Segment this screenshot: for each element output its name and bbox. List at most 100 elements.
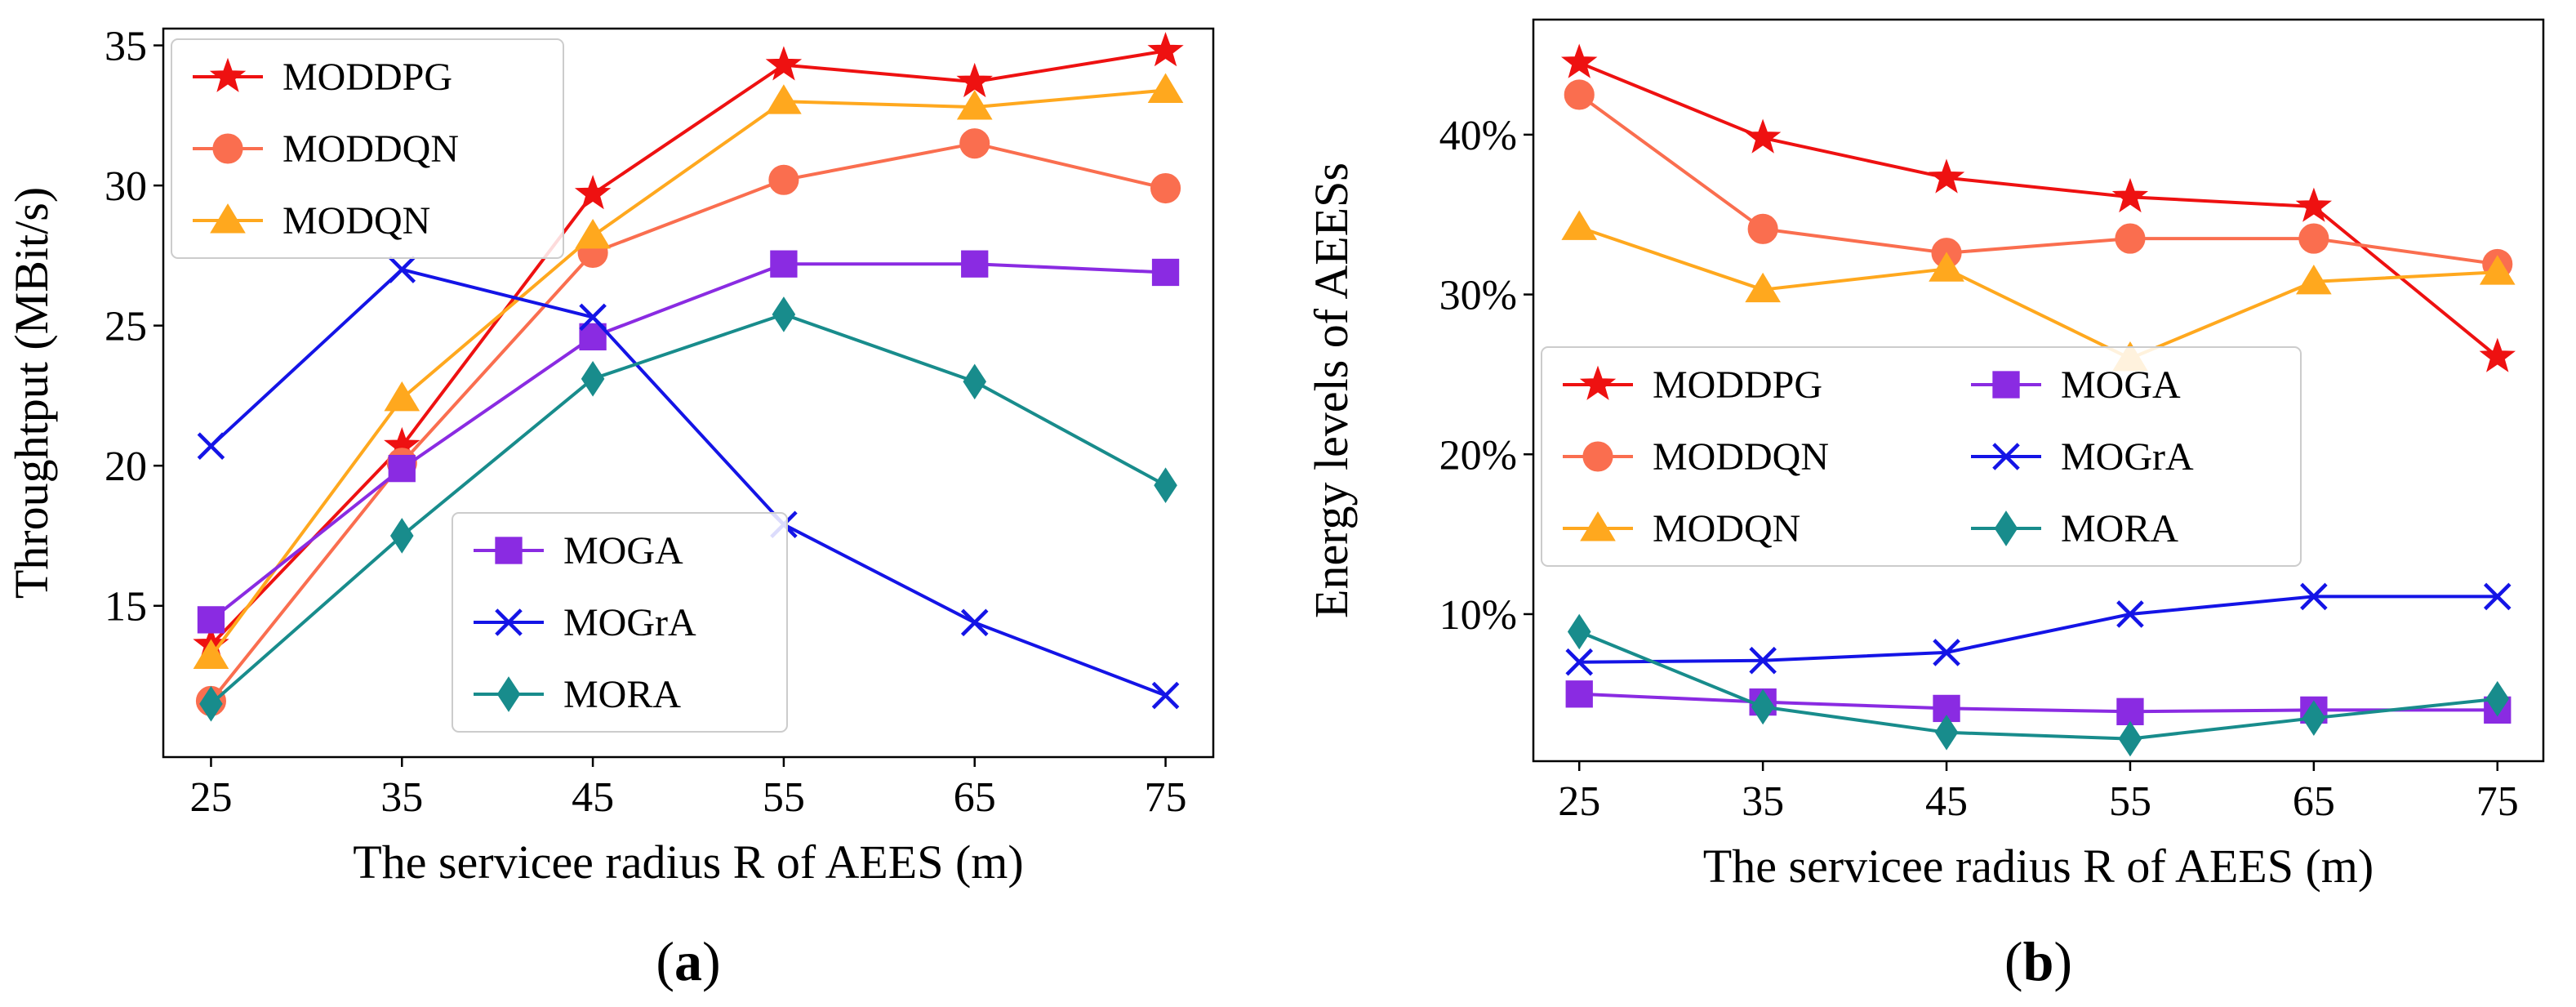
data-point-mora bbox=[1751, 688, 1775, 725]
data-point-moddpg bbox=[574, 175, 612, 210]
data-point-mogra bbox=[2483, 582, 2511, 611]
data-point-modqn bbox=[766, 84, 802, 114]
legend-entry-mogra: MOGrA bbox=[1971, 435, 2194, 479]
data-point-moga bbox=[1565, 680, 1593, 708]
data-point-mora bbox=[2118, 720, 2142, 757]
legend-entry-mora: MORA bbox=[1971, 507, 2178, 550]
legend-entry-mogra: MOGrA bbox=[474, 601, 696, 644]
y-tick-label: 20 bbox=[105, 443, 147, 490]
data-point-moddpg bbox=[765, 46, 803, 81]
series-mora bbox=[1567, 613, 2510, 757]
data-point-moga bbox=[770, 250, 798, 278]
data-point-moddqn bbox=[1150, 173, 1181, 204]
series-moddqn bbox=[1564, 79, 2513, 279]
y-tick-label: 10% bbox=[1439, 592, 1517, 639]
y-tick-label: 35 bbox=[105, 24, 147, 70]
data-point-modqn bbox=[1929, 252, 1964, 282]
y-tick-label: 30% bbox=[1439, 273, 1517, 319]
legend-entry-moga: MOGA bbox=[474, 529, 683, 573]
legend-marker-moddpg bbox=[209, 57, 247, 92]
legend-entry-moga: MOGA bbox=[1971, 363, 2181, 407]
legend-label: MOGrA bbox=[563, 601, 696, 644]
data-point-mogra bbox=[1749, 646, 1777, 675]
series-line-modqn bbox=[209, 88, 1166, 657]
x-tick-label: 45 bbox=[572, 774, 614, 821]
legend-marker-mora bbox=[1994, 510, 2018, 546]
y-tick-label: 20% bbox=[1439, 432, 1517, 479]
data-point-moddpg bbox=[1560, 43, 1598, 78]
legend-label: MORA bbox=[2061, 507, 2178, 550]
y-tick-label: 15 bbox=[105, 584, 147, 630]
legend-entry-moddpg: MODDPG bbox=[1563, 363, 1822, 407]
data-point-mora bbox=[199, 686, 223, 722]
series-mogra bbox=[1565, 582, 2511, 676]
legend-1: MODDPG MODDQN MODQN bbox=[171, 38, 564, 259]
legend-entry-mora: MORA bbox=[474, 673, 681, 716]
series-line-mora bbox=[1578, 630, 2498, 741]
chart-panel-a: 25 35 45 55 65 75 15 20 25 30 35 The servicee radiu… bbox=[5, 24, 1215, 992]
data-point-mora bbox=[2485, 680, 2510, 717]
data-point-moddpg bbox=[1147, 32, 1184, 67]
data-point-mogra bbox=[388, 256, 416, 283]
series-line-moddpg bbox=[1578, 60, 2499, 359]
data-point-mora bbox=[581, 361, 605, 397]
series-line-mogra bbox=[1579, 595, 2498, 664]
series-modqn bbox=[1561, 210, 2516, 372]
legend-marker-moddqn bbox=[212, 133, 243, 164]
x-tick-label: 55 bbox=[2109, 778, 2151, 825]
x-tick-label: 25 bbox=[189, 774, 232, 821]
data-point-moddqn bbox=[768, 164, 799, 195]
legend-marker-moga bbox=[1992, 371, 2020, 399]
data-point-modqn bbox=[193, 639, 229, 669]
legend-marker-modqn bbox=[1580, 511, 1616, 541]
legend-marker-moga bbox=[495, 537, 523, 564]
legend-label: MODDQN bbox=[1653, 435, 1829, 479]
series-line-moga bbox=[210, 262, 1166, 622]
legend-label: MOGA bbox=[2061, 363, 2181, 407]
data-point-moga bbox=[197, 606, 225, 634]
data-point-moddpg bbox=[1928, 158, 1965, 194]
legend-entry-modqn: MODQN bbox=[193, 199, 430, 243]
y-tick-label: 40% bbox=[1439, 113, 1517, 159]
data-point-moddpg bbox=[2111, 177, 2149, 213]
data-point-mogra bbox=[1933, 639, 1960, 666]
legend-2: MOGA MOGrA MORA bbox=[452, 512, 788, 733]
data-point-mora bbox=[1934, 714, 1959, 751]
legend-label: MODDPG bbox=[283, 56, 452, 99]
data-point-modqn bbox=[1745, 272, 1781, 303]
x-tick-label: 35 bbox=[380, 774, 423, 821]
data-point-modqn bbox=[2479, 255, 2516, 285]
legend-marker-mogra bbox=[1992, 443, 2020, 470]
x-axis-label: The servicee radius R of AEES (m) bbox=[353, 835, 1023, 889]
legend-frame bbox=[452, 512, 788, 733]
x-tick-label: 35 bbox=[1742, 778, 1784, 825]
series-modqn bbox=[193, 73, 1184, 669]
chart-panel-b: 25 35 45 55 65 75 10% 20% 30% 40% The servicee rad… bbox=[1305, 18, 2545, 992]
data-point-mogra bbox=[1565, 648, 1594, 676]
data-point-mora bbox=[1567, 613, 1591, 650]
legend-1: MODDPG MODDQN MODQN MOGA MOGrA MORA bbox=[1541, 346, 2302, 567]
x-tick-label: 75 bbox=[2476, 778, 2519, 825]
legend-label: MORA bbox=[563, 673, 681, 716]
series-line-moga bbox=[1579, 692, 2498, 714]
data-point-moga bbox=[388, 454, 416, 483]
x-tick-label: 45 bbox=[1925, 778, 1968, 825]
data-point-moddpg bbox=[1745, 118, 1782, 154]
data-point-moga bbox=[2116, 697, 2144, 725]
data-point-moddpg bbox=[2295, 187, 2332, 222]
data-point-mogra bbox=[960, 608, 989, 637]
data-point-moddqn bbox=[2115, 223, 2146, 254]
data-point-modqn bbox=[1561, 210, 1598, 240]
data-point-mora bbox=[389, 518, 414, 554]
legend-marker-moddqn bbox=[1582, 441, 1613, 472]
series-line-moddqn bbox=[1578, 93, 2498, 266]
y-axis-label: Energy levels of AEESs bbox=[1305, 163, 1358, 618]
data-point-mogra bbox=[579, 303, 607, 332]
legend-frame bbox=[1541, 346, 2302, 567]
legend-label: MOGA bbox=[563, 529, 683, 573]
legend-frame bbox=[171, 38, 564, 259]
data-point-moddqn bbox=[1564, 79, 1595, 110]
series-mora bbox=[199, 296, 1177, 722]
x-tick-label: 75 bbox=[1145, 774, 1187, 821]
legend-entry-moddqn: MODDQN bbox=[1563, 435, 1829, 479]
